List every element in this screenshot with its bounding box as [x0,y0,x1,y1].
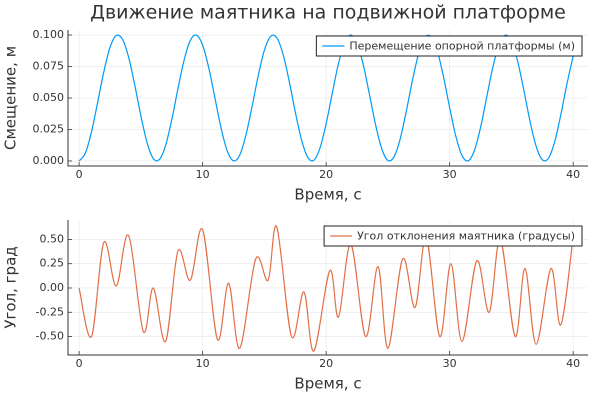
y-tick-label: 0.050 [33,91,65,104]
data-line [78,34,574,162]
y-tick-label: 0.25 [40,257,65,270]
x-tick-label: 0 [76,357,83,370]
x-tick-label: 20 [319,168,333,181]
axis-frame [67,30,588,167]
y-tick-label: -0.50 [36,330,64,343]
x-tick-label: 10 [196,357,210,370]
y-tick-label: 0.00 [40,281,65,294]
y-axis-label: Смещение, м [2,46,20,150]
x-tick-label: 40 [566,168,580,181]
x-tick-label: 10 [196,168,210,181]
x-tick-label: 40 [566,357,580,370]
x-axis-label: Время, с [294,375,361,393]
x-tick-label: 30 [443,357,457,370]
y-axis-label: Угол, град [2,246,20,328]
legend-box [315,35,583,57]
y-tick-label: 0.025 [33,122,65,135]
y-tick-label: 0.075 [33,60,65,73]
data-line [78,225,574,352]
x-axis-label: Время, с [294,186,361,204]
y-tick-label: 0.100 [33,28,65,41]
legend-label: Перемещение опорной платформы (м) [349,40,575,53]
y-tick-label: 0.000 [33,154,65,167]
x-tick-label: 0 [76,168,83,181]
legend-label: Угол отклонения маятника (градусы) [357,230,575,243]
axis-frame [67,220,588,356]
x-tick-label: 20 [319,357,333,370]
y-tick-label: -0.25 [36,305,64,318]
legend-box [323,225,583,247]
chart-title: Движение маятника на подвижной платформе [90,2,566,24]
x-tick-label: 30 [443,168,457,181]
y-tick-label: 0.50 [40,232,65,245]
